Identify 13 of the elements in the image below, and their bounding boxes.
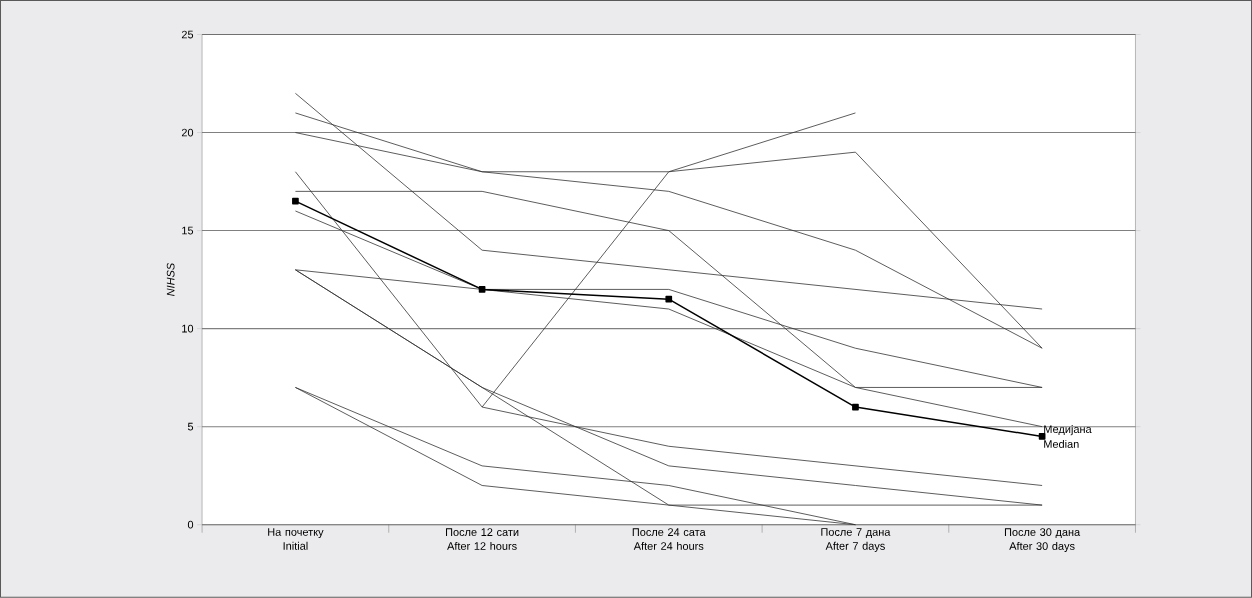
y-tick-label: 0 — [187, 520, 194, 529]
y-tick-label: 25 — [181, 30, 194, 39]
y-tick-label: 5 — [187, 422, 194, 431]
x-tick-label: После 7 дана After 7 days — [821, 528, 891, 553]
y-axis-title: NIHSS — [166, 263, 175, 297]
y-tick-label: 20 — [181, 128, 194, 137]
y-tick-label: 15 — [182, 226, 194, 235]
x-tick-label: После 30 дана After 30 days — [1004, 528, 1081, 553]
x-tick-label: После 12 сати After 12 hours — [446, 528, 519, 551]
y-tick-label: 10 — [182, 324, 194, 333]
x-tick-label: После 24 сата After 24 hours — [632, 528, 706, 551]
series-label: Медијана Median — [1044, 425, 1092, 449]
x-tick-label: На почетку Initial — [268, 528, 324, 550]
